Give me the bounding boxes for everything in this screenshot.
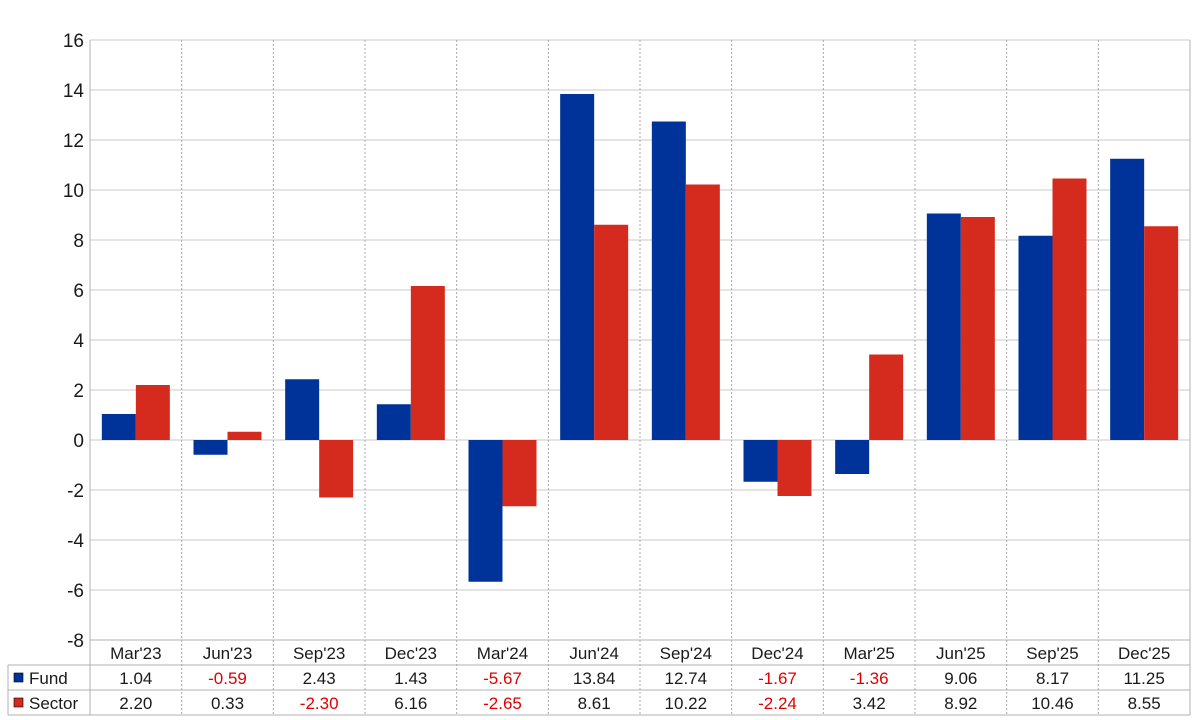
bar-fund (926, 213, 961, 440)
bar-sector (777, 440, 812, 496)
data-table-cell: 8.61 (578, 694, 611, 713)
data-table-cell: -0.59 (208, 669, 247, 688)
legend-label: Sector (29, 694, 78, 713)
y-tick-label: 6 (73, 281, 84, 302)
data-table-cell: 13.84 (573, 669, 616, 688)
y-tick-label: -6 (67, 581, 84, 602)
data-table-cell: 10.22 (665, 694, 708, 713)
y-tick-label: 4 (73, 331, 84, 352)
bar-sector (1052, 178, 1087, 440)
data-table-cell: 8.92 (944, 694, 977, 713)
bar-fund (468, 440, 503, 582)
data-table-cell: 2.43 (303, 669, 336, 688)
y-tick-label: 8 (73, 231, 84, 252)
bar-fund (743, 440, 778, 482)
category-label: Mar'24 (477, 644, 528, 663)
bar-sector (319, 440, 354, 498)
bar-sector (960, 217, 995, 440)
y-tick-label: 16 (63, 31, 84, 52)
data-table-cell: -1.36 (850, 669, 889, 688)
bar-fund (560, 94, 595, 440)
bar-sector (685, 184, 720, 440)
data-table-cell: 6.16 (394, 694, 427, 713)
category-label: Jun'24 (569, 644, 619, 663)
legend-swatch-sector (13, 697, 24, 708)
y-tick-label: -2 (67, 481, 84, 502)
data-table-cell: 9.06 (944, 669, 977, 688)
data-table-cell: 0.33 (211, 694, 244, 713)
bar-sector (227, 431, 262, 440)
category-label: Mar'25 (843, 644, 894, 663)
data-table-cell: 10.46 (1031, 694, 1074, 713)
data-table-cell: 11.25 (1124, 669, 1165, 688)
y-tick-label: 2 (73, 381, 84, 402)
bar-fund (376, 404, 411, 440)
category-label: Jun'25 (936, 644, 986, 663)
category-label: Jun'23 (203, 644, 253, 663)
category-label: Sep'23 (293, 644, 345, 663)
data-table-cell: 2.20 (119, 694, 152, 713)
category-label: Dec'25 (1118, 644, 1170, 663)
data-table-cell: -1.67 (758, 669, 797, 688)
category-label: Dec'23 (385, 644, 437, 663)
data-table-cell: -2.30 (300, 694, 339, 713)
data-table-cell: -2.24 (758, 694, 797, 713)
bar-sector (502, 440, 537, 507)
category-label: Dec'24 (751, 644, 803, 663)
bar-sector (869, 354, 904, 440)
data-table-cell: -2.65 (483, 694, 522, 713)
category-label: Sep'24 (660, 644, 712, 663)
y-axis: 16 14 12 10 8 6 4 2 0 -2 -4 -6 -8 (63, 31, 85, 652)
bar-fund (193, 440, 228, 455)
bar-sector (135, 385, 170, 440)
data-table-cell: 8.17 (1036, 669, 1069, 688)
bar-sector (1144, 226, 1179, 440)
y-tick-label: -8 (67, 631, 84, 652)
data-table-cell: 3.42 (853, 694, 886, 713)
bar-sector (410, 286, 445, 440)
legend-label: Fund (29, 669, 68, 688)
bar-fund (1110, 158, 1145, 440)
data-table-cell: -5.67 (483, 669, 522, 688)
bar-sector (594, 224, 629, 440)
data-table-cell: 1.04 (119, 669, 152, 688)
category-label: Sep'25 (1026, 644, 1078, 663)
legend-swatch-fund (13, 672, 24, 683)
y-tick-label: 12 (63, 131, 84, 152)
y-tick-label: 0 (73, 431, 84, 452)
data-table: Mar'23 Jun'23 Sep'23 Dec'23 Mar'24 Jun'24 Sep'… (7, 639, 1190, 716)
bar-fund (285, 379, 320, 440)
category-label: Mar'23 (110, 644, 161, 663)
y-tick-label: -4 (67, 531, 84, 552)
bar-fund (101, 414, 136, 440)
bars (101, 94, 1179, 582)
bar-fund (1018, 235, 1053, 440)
bar-fund (651, 121, 686, 440)
data-table-cell: 1.43 (394, 669, 427, 688)
bar-fund (835, 440, 870, 474)
data-table-cell: 8.55 (1128, 694, 1161, 713)
y-tick-label: 10 (63, 181, 84, 202)
y-tick-label: 14 (63, 81, 85, 102)
data-table-cell: 12.74 (665, 669, 708, 688)
